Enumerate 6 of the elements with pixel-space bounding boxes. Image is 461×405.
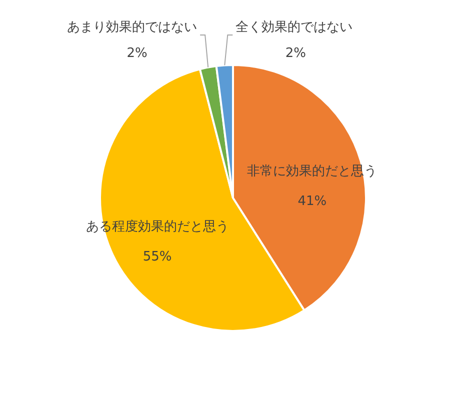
slice-label: あまり効果的ではない [67,20,198,35]
data-label: 55% [142,250,172,265]
data-label: 2% [126,46,148,61]
slice-label: 全く効果的ではない [236,20,353,35]
data-label: 2% [285,46,306,61]
data-label: 41% [298,194,327,209]
